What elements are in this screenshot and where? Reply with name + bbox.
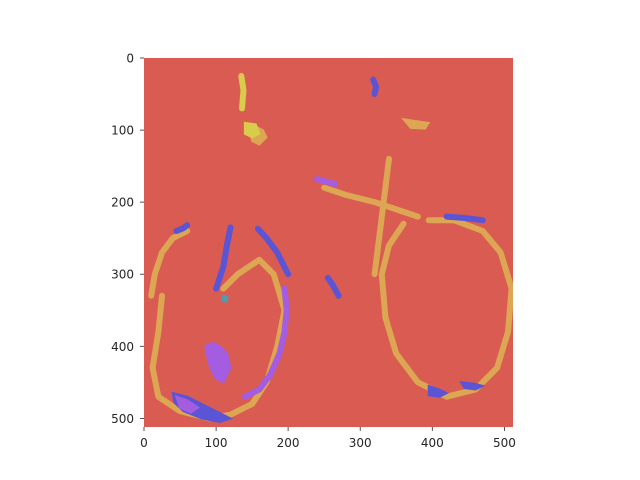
x-tick-label: 500 (493, 436, 516, 450)
plot-background (144, 58, 513, 427)
region-orange (149, 256, 288, 422)
region-violet (204, 341, 232, 384)
x-tick-label: 200 (277, 436, 300, 450)
y-tick-label: 300 (111, 268, 134, 282)
region-violet (174, 395, 200, 414)
region-violet (314, 176, 338, 188)
y-tick-label: 100 (111, 124, 134, 138)
region-blue (370, 76, 380, 97)
y-axis: 0 100 200 300 400 500 (111, 52, 144, 426)
y-tick-label: 0 (126, 52, 134, 66)
x-axis: 0 100 200 300 400 500 (140, 427, 516, 450)
segmentation-regions (148, 73, 513, 424)
region-violet (241, 285, 290, 400)
x-tick-label: 400 (421, 436, 444, 450)
y-tick-label: 200 (111, 196, 134, 210)
x-tick-label: 300 (349, 436, 372, 450)
x-tick-label: 0 (140, 436, 148, 450)
region-yellow (243, 121, 261, 139)
region-blue (459, 381, 486, 391)
region-orange (371, 155, 392, 278)
region-teal (220, 294, 229, 303)
region-blue (173, 222, 191, 234)
region-blue (213, 224, 234, 292)
region-orange (321, 184, 421, 220)
region-blue (443, 213, 486, 224)
region-yellow (238, 73, 247, 112)
x-tick-label: 100 (205, 436, 228, 450)
region-blue (324, 274, 342, 299)
region-blue (427, 384, 449, 398)
region-orange (401, 117, 431, 130)
region-blue (254, 225, 292, 278)
y-tick-label: 400 (111, 340, 134, 354)
y-tick-label: 500 (111, 412, 134, 426)
region-orange (148, 228, 191, 299)
